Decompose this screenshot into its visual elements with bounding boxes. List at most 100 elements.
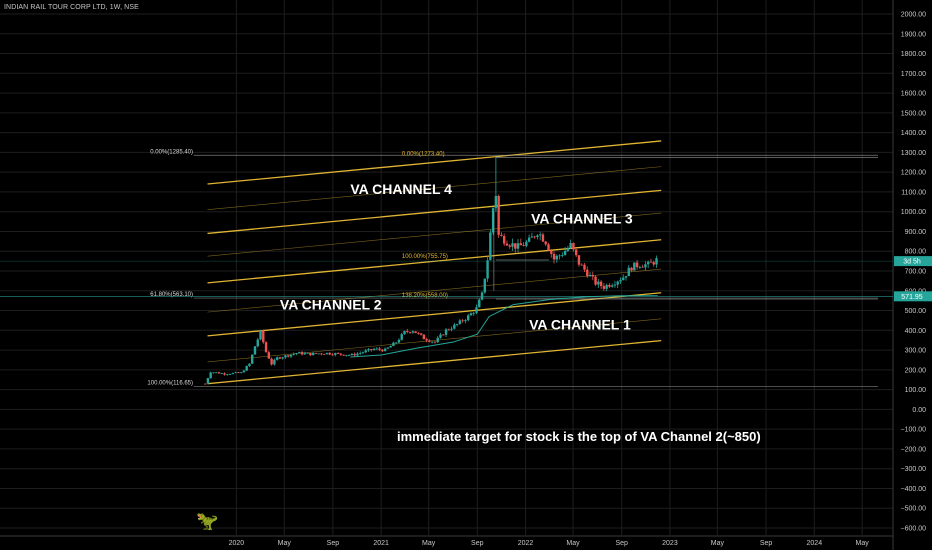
candle-body <box>527 237 531 242</box>
channel-annotation: VA CHANNEL 3 <box>531 211 633 227</box>
x-tick-label: Sep <box>615 540 628 547</box>
candle-body <box>206 378 210 384</box>
candle-body <box>472 312 475 314</box>
y-tick-label: 1000.00 <box>901 209 926 216</box>
candle-body <box>203 383 207 385</box>
y-tick-label: −400.00 <box>901 486 927 493</box>
candle-body <box>439 334 442 338</box>
candle-body <box>433 341 437 343</box>
candle-body <box>652 262 655 265</box>
y-tick-label: 700.00 <box>905 269 927 276</box>
candle-body <box>453 324 456 329</box>
x-tick-label: 2020 <box>229 540 245 547</box>
candle-body <box>386 347 390 349</box>
candle-body <box>516 243 520 249</box>
y-tick-label: 1600.00 <box>901 91 926 98</box>
candle-body <box>500 234 503 237</box>
candle-body <box>345 355 348 356</box>
y-tick-label: 100.00 <box>905 387 927 394</box>
x-tick-label: May <box>856 540 870 547</box>
y-tick-label: 1300.00 <box>901 150 926 157</box>
fib-level-label: 100.00%(755.75) <box>402 254 448 260</box>
candle-body <box>599 281 603 287</box>
candle-body <box>455 324 459 325</box>
y-tick-label: 1100.00 <box>901 189 926 196</box>
channel-line <box>207 292 662 337</box>
candle-body <box>395 342 398 344</box>
candle-body <box>325 352 329 355</box>
candle-body <box>478 299 481 308</box>
candle-body <box>508 245 511 247</box>
candle-body <box>289 354 293 357</box>
channel-line <box>207 189 662 235</box>
candle-body <box>483 278 487 293</box>
candle-body <box>259 330 262 340</box>
candle-body <box>237 372 240 374</box>
candle-body <box>586 269 589 277</box>
candle-body <box>536 235 539 237</box>
candle-body <box>400 334 403 340</box>
y-tick-label: 800.00 <box>905 249 927 256</box>
candle-body <box>525 241 528 246</box>
candle-body <box>461 320 464 322</box>
candle-body <box>275 357 279 360</box>
channel-annotation: VA CHANNEL 2 <box>280 297 382 313</box>
fib-level-label: 61.80%(563.10) <box>150 292 193 298</box>
y-tick-label: 900.00 <box>905 229 927 236</box>
candle-body <box>392 342 395 347</box>
y-tick-label: −200.00 <box>901 446 927 453</box>
candle-body <box>436 337 439 343</box>
candle-body <box>367 349 370 351</box>
candle-body <box>450 328 453 330</box>
y-tick-label: 400.00 <box>905 328 927 335</box>
candle-body <box>550 250 553 254</box>
candle-body <box>522 245 525 247</box>
candle-body <box>226 374 229 376</box>
candle-body <box>533 236 536 238</box>
candle-body <box>339 353 343 355</box>
price-tag-label: 3d 5h <box>903 259 921 266</box>
candle-body <box>309 352 312 356</box>
candle-body <box>646 261 650 265</box>
candle-body <box>572 243 575 250</box>
candle-body <box>502 236 506 244</box>
candle-body <box>292 353 295 355</box>
candle-body <box>505 243 509 246</box>
candle-body <box>514 243 517 249</box>
candle-body <box>314 352 318 354</box>
candle-body <box>538 234 542 236</box>
price-tag-box <box>894 256 932 267</box>
x-tick-label: 2021 <box>373 540 389 547</box>
candle-body <box>264 342 268 353</box>
candle-body <box>616 281 619 285</box>
candle-body <box>372 348 376 351</box>
candle-body <box>511 243 514 247</box>
channel-line <box>207 166 662 211</box>
x-tick-label: Sep <box>760 540 773 547</box>
candle-body <box>419 333 423 335</box>
candle-body <box>561 255 564 256</box>
candle-body <box>389 346 392 348</box>
y-tick-label: −100.00 <box>901 427 927 434</box>
candle-body <box>464 320 467 322</box>
candle-body <box>378 348 381 350</box>
candle-body <box>569 243 572 248</box>
candle-body <box>442 334 445 336</box>
candle-body <box>447 329 451 331</box>
candle-body <box>215 372 218 374</box>
candle-body <box>555 255 559 260</box>
candle-body <box>328 352 331 355</box>
candle-body <box>544 241 547 245</box>
y-tick-label: 0.00 <box>912 407 926 414</box>
candle-body <box>300 352 304 355</box>
price-tag-label: 571.95 <box>901 294 923 301</box>
y-tick-label: 1800.00 <box>901 51 926 58</box>
y-tick-label: 500.00 <box>905 308 927 315</box>
candle-body <box>331 354 334 356</box>
candle-body <box>248 363 251 367</box>
candle-body <box>613 284 617 286</box>
candle-body <box>361 352 365 354</box>
candle-body <box>256 339 259 347</box>
candle-body <box>381 349 384 352</box>
